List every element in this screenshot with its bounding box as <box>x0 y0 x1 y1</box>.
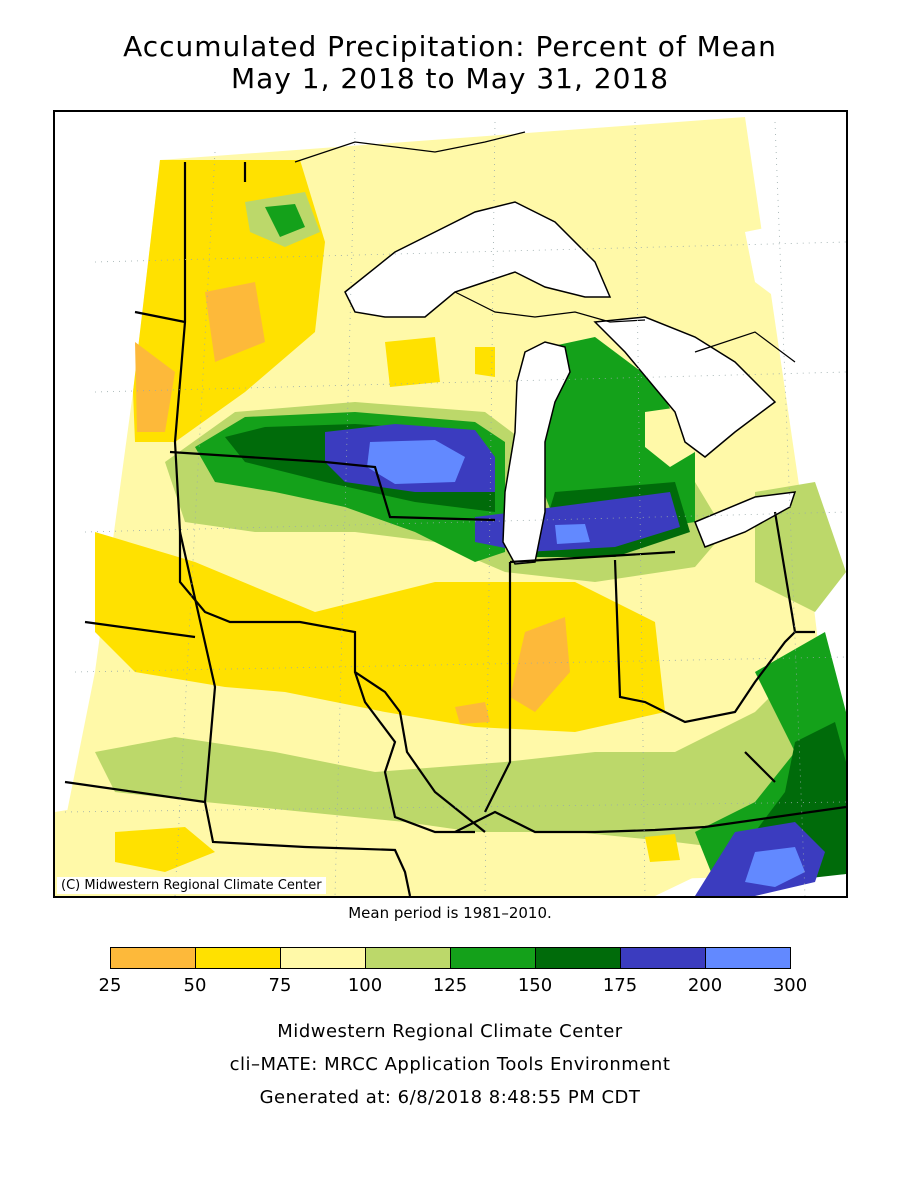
map-date-range: May 1, 2018 to May 31, 2018 <box>230 62 670 95</box>
region-very-dry-west <box>135 342 175 432</box>
credit-organization: Midwestern Regional Climate Center <box>277 1021 623 1042</box>
region-dry-south-spot <box>115 827 215 872</box>
legend-tick-label: 125 <box>432 975 468 996</box>
legend-tick-label: 50 <box>183 975 207 996</box>
state-boundaries <box>64 162 846 896</box>
mean-period-note: Mean period is 1981–2010. <box>348 904 552 922</box>
map-title: Accumulated Precipitation: Percent of Me… <box>123 30 777 63</box>
lake-michigan <box>502 341 571 565</box>
region-extreme-east-core <box>745 847 805 887</box>
legend-swatch-75-100 <box>280 947 366 969</box>
map-copyright: (C) Midwestern Regional Climate Center <box>57 877 326 894</box>
map-canvas <box>55 117 846 896</box>
region-light-mo <box>95 687 285 757</box>
region-dry-se-spot <box>645 834 680 862</box>
coastlines <box>294 131 796 363</box>
lake-ontario-edge <box>745 212 846 332</box>
precipitation-map: (C) Midwestern Regional Climate Center <box>53 110 848 898</box>
legend-swatch-125-150 <box>450 947 536 969</box>
legend-swatch-200-300 <box>705 947 791 969</box>
region-wetter-arrowhead <box>265 204 305 237</box>
legend-swatch-50-75 <box>195 947 281 969</box>
region-very-dry-il <box>455 702 490 724</box>
lake-huron <box>593 316 777 458</box>
legend-swatch-100-125 <box>365 947 451 969</box>
region-very-dry-mn <box>205 282 265 362</box>
region-wi-yellow-2 <box>475 347 495 377</box>
credit-generated-time: Generated at: 6/8/2018 8:48:55 PM CDT <box>259 1087 641 1108</box>
legend-tick-label: 200 <box>687 975 723 996</box>
credit-tool: cli–MATE: MRCC Application Tools Environ… <box>229 1054 671 1075</box>
legend-swatch-175-200 <box>620 947 706 969</box>
region-wet-south <box>95 672 815 852</box>
grid-lines <box>64 121 846 896</box>
region-mi-extreme-core <box>555 524 590 544</box>
legend-tick-label: 175 <box>602 975 638 996</box>
region-very-dry-in <box>510 617 570 712</box>
legend-tick-label: 300 <box>772 975 808 996</box>
region-extreme-wet-wi-core <box>367 440 465 484</box>
lake-superior <box>344 201 612 318</box>
region-wi-yellow <box>385 337 440 387</box>
legend-swatch-150-175 <box>535 947 621 969</box>
legend-tick-label: 75 <box>268 975 292 996</box>
legend-tick-label: 25 <box>98 975 122 996</box>
color-legend <box>110 947 791 969</box>
lake-erie <box>694 491 797 548</box>
legend-swatch-25-50 <box>110 947 196 969</box>
legend-tick-label: 150 <box>517 975 553 996</box>
legend-tick-label: 100 <box>347 975 383 996</box>
